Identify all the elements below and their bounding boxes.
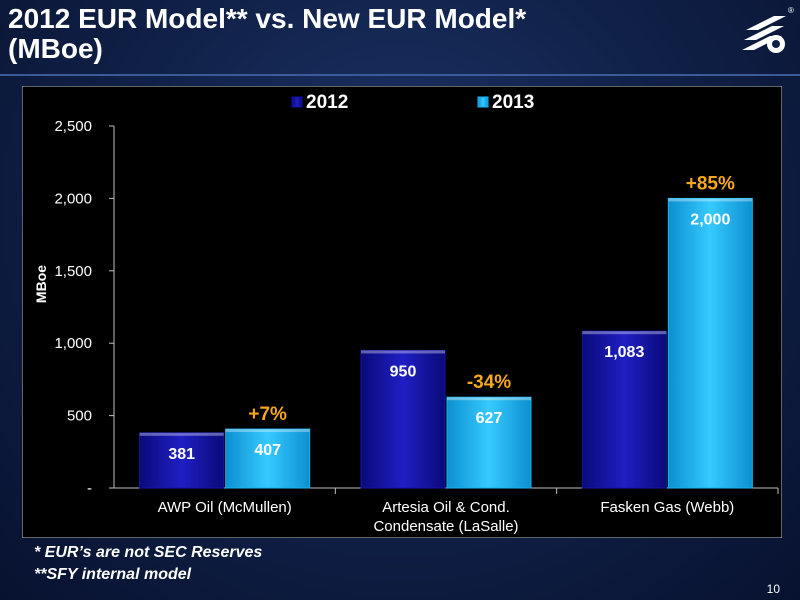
y-tick-label: 500	[67, 408, 92, 425]
bar-value-label: 950	[390, 363, 417, 380]
chart-axes: - 500 1,000 1,500 2,000 2,500 MBoe AWP Oil (McM…	[33, 118, 779, 535]
slide-title-line-2: (MBoe)	[8, 33, 103, 64]
pct-change-label: +85%	[686, 173, 735, 194]
bar-2013-0	[225, 428, 311, 489]
chart-bars	[139, 197, 753, 489]
bar-highlight	[582, 331, 667, 335]
bar-value-label: 381	[168, 446, 195, 463]
bar-highlight	[225, 429, 310, 433]
chart-panel: - 500 1,000 1,500 2,000 2,500 MBoe AWP Oil (McM…	[22, 86, 782, 538]
x-category-label: AWP Oil (McMullen)	[158, 499, 292, 516]
legend-label-2013: 2013	[492, 92, 534, 113]
x-category-label: Condensate (LaSalle)	[373, 518, 518, 535]
bar-value-label: 1,083	[604, 344, 644, 361]
bar-highlight	[361, 350, 445, 354]
chart-legend: 2012 2013	[291, 92, 534, 113]
bar-value-label: 627	[476, 410, 503, 427]
bar-value-label: 407	[254, 442, 281, 459]
bar-2012-2	[581, 330, 667, 489]
legend-label-2012: 2012	[306, 92, 348, 113]
chart-labels: 381 407 +7% 950 627 -34% 1,083 2,000 +85%	[168, 173, 735, 462]
bar-2012-1	[360, 349, 446, 489]
pct-change-label: -34%	[467, 372, 511, 393]
y-tick-label: 2,000	[54, 190, 92, 207]
bar-highlight	[668, 198, 753, 202]
footnote-model: **SFY internal model	[34, 566, 192, 583]
registered-mark-icon: ®	[788, 6, 794, 15]
company-logo-icon	[742, 16, 786, 53]
x-category-label: Artesia Oil & Cond.	[382, 499, 510, 516]
y-tick-label: -	[87, 480, 92, 497]
pct-change-label: +7%	[248, 404, 287, 425]
y-tick-label: 1,000	[54, 335, 92, 352]
bar-2012-0	[139, 432, 225, 489]
y-tick-label: 1,500	[54, 263, 92, 280]
footnote-sec: * EUR’s are not SEC Reserves	[34, 544, 263, 561]
bar-highlight	[447, 397, 531, 401]
bar-value-label: 2,000	[690, 211, 730, 228]
header-divider	[0, 74, 800, 76]
slide-title-line-1: 2012 EUR Model** vs. New EUR Model*	[8, 3, 527, 34]
x-category-label: Fasken Gas (Webb)	[600, 499, 734, 516]
y-axis-title: MBoe	[33, 265, 49, 303]
y-tick-label: 2,500	[54, 118, 92, 135]
page-number: 10	[766, 582, 780, 596]
legend-swatch-2012	[291, 96, 303, 108]
legend-swatch-2013	[477, 96, 489, 108]
bar-highlight	[139, 432, 224, 436]
bar-2013-1	[446, 396, 532, 489]
slide-header: 2012 EUR Model** vs. New EUR Model* (MBo…	[0, 0, 800, 74]
bar-2013-2	[667, 197, 753, 489]
